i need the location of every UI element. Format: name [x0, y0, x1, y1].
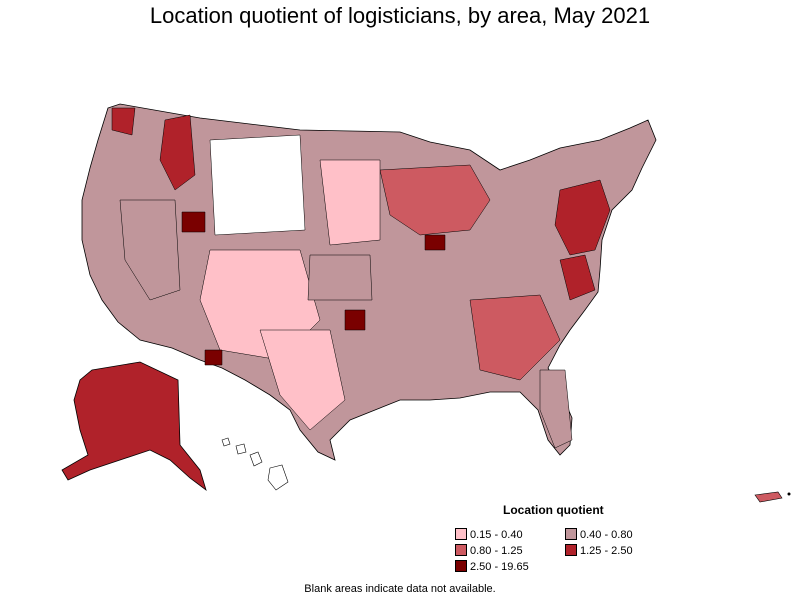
legend-swatch: [455, 528, 467, 540]
legend-item-0: 0.15 - 0.40: [455, 528, 523, 542]
region-southeast-mid: [469, 294, 561, 381]
hawaii-island-3: [249, 451, 263, 467]
region-nevada-mid: [119, 199, 181, 301]
legend-swatch: [455, 560, 467, 572]
legend-label: 0.40 - 0.80: [580, 529, 633, 541]
hawaii-island-4: [267, 464, 289, 491]
region-kentucky-top: [424, 234, 446, 251]
map-title: Location quotient of logisticians, by ar…: [149, 3, 651, 28]
legend-item-3: 1.25 - 2.50: [565, 544, 633, 558]
legend-item-4: 2.50 - 19.65: [455, 560, 529, 574]
hawaii-island-2: [235, 443, 247, 455]
region-texas-low: [259, 329, 346, 431]
legend-label: 0.80 - 1.25: [470, 545, 523, 557]
legend-title: Location quotient: [503, 503, 604, 517]
region-idaho-high: [159, 114, 196, 191]
region-washington-high: [111, 107, 136, 136]
region-mountain-blank: [209, 134, 306, 236]
region-plains-low: [319, 159, 381, 246]
region-oklahoma-top: [344, 309, 366, 331]
footnote: Blank areas indicate data not available.: [304, 583, 496, 595]
legend-swatch: [565, 544, 577, 556]
legend-item-2: 0.80 - 1.25: [455, 544, 523, 558]
region-northeast-high: [554, 179, 611, 256]
hawaii-island-1: [221, 437, 231, 447]
region-florida-mid: [539, 369, 573, 449]
legend-label: 2.50 - 19.65: [470, 561, 529, 573]
puerto-rico: [754, 491, 783, 503]
legend-swatch: [455, 544, 467, 556]
region-kansas-mid: [307, 254, 373, 301]
region-midwest-high: [379, 164, 491, 236]
region-arizona-top: [204, 349, 223, 366]
legend-label: 1.25 - 2.50: [580, 545, 633, 557]
alaska: [61, 361, 207, 492]
legend-item-1: 0.40 - 0.80: [565, 528, 633, 542]
legend-label: 0.15 - 0.40: [470, 529, 523, 541]
virgin-islands: [787, 492, 791, 496]
legend-swatch: [565, 528, 577, 540]
region-virginia-high: [559, 254, 596, 301]
region-utah-top: [181, 211, 206, 233]
